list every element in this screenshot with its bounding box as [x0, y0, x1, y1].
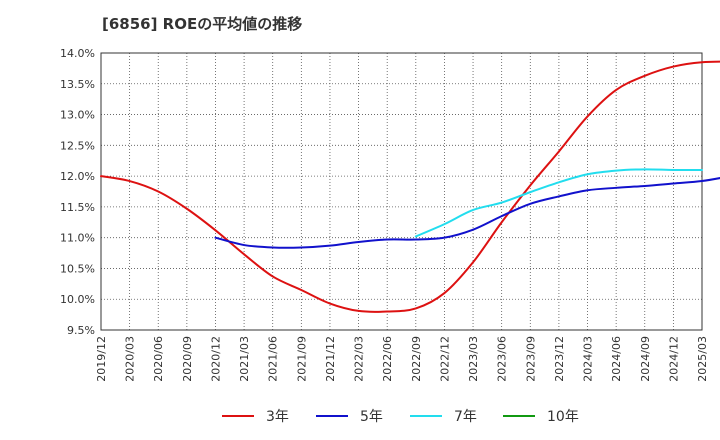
y-tick-label: 12.0%: [60, 170, 95, 183]
x-tick-label: 2022/06: [381, 336, 394, 382]
series-line-7y: [414, 168, 703, 238]
chart-title: [6856] ROEの平均値の推移: [102, 15, 303, 33]
legend-item-5y: 5年: [316, 404, 383, 428]
x-tick-label: 2019/12: [95, 336, 108, 382]
legend-item-3y: 3年: [222, 404, 289, 428]
x-tick-label: 2021/12: [324, 336, 337, 382]
y-tick-label: 10.5%: [60, 262, 95, 275]
legend-label-5y: 5年: [360, 409, 383, 425]
x-tick-label: 2021/09: [295, 336, 308, 382]
legend-label-10y: 10年: [547, 409, 579, 425]
legend: 3年 5年 7年 10年: [0, 404, 720, 428]
y-tick-label: 12.5%: [60, 139, 95, 152]
x-tick-label: 2024/09: [639, 336, 652, 382]
x-tick-label: 2022/03: [353, 336, 366, 382]
x-tick-label: 2023/09: [524, 336, 537, 382]
plot-background: [101, 53, 702, 330]
x-tick-label: 2020/12: [209, 336, 222, 382]
x-tick-label: 2024/03: [582, 336, 595, 382]
x-tick-label: 2023/12: [553, 336, 566, 382]
y-tick-label: 13.0%: [60, 109, 95, 122]
x-tick-label: 2020/06: [152, 336, 165, 382]
legend-item-10y: 10年: [503, 404, 579, 428]
legend-swatch-10y: [503, 415, 535, 417]
y-tick-label: 9.5%: [67, 324, 95, 337]
x-tick-label: 2021/03: [238, 336, 251, 382]
legend-swatch-5y: [316, 415, 348, 417]
y-tick-label: 11.0%: [60, 232, 95, 245]
x-tick-label: 2023/03: [467, 336, 480, 382]
x-tick-label: 2020/09: [181, 336, 194, 382]
legend-label-7y: 7年: [454, 409, 477, 425]
plot-frame: [100, 52, 703, 331]
series-line-5y: [214, 177, 720, 249]
y-tick-label: 14.0%: [60, 47, 95, 60]
x-tick-label: 2021/06: [267, 336, 280, 382]
legend-swatch-7y: [410, 415, 442, 417]
series-line-3y: [100, 60, 720, 313]
y-tick-label: 10.0%: [60, 293, 95, 306]
x-tick-label: 2023/06: [496, 336, 509, 382]
x-tick-label: 2025/03: [696, 336, 709, 382]
x-tick-label: 2024/12: [667, 336, 680, 382]
x-tick-label: 2022/12: [438, 336, 451, 382]
x-tick-label: 2024/06: [610, 336, 623, 382]
y-tick-label: 11.5%: [60, 201, 95, 214]
x-tick-label: 2020/03: [124, 336, 137, 382]
y-tick-label: 13.5%: [60, 78, 95, 91]
legend-item-7y: 7年: [410, 404, 477, 428]
x-tick-label: 2022/09: [410, 336, 423, 382]
legend-label-3y: 3年: [266, 409, 289, 425]
legend-swatch-3y: [222, 415, 254, 417]
